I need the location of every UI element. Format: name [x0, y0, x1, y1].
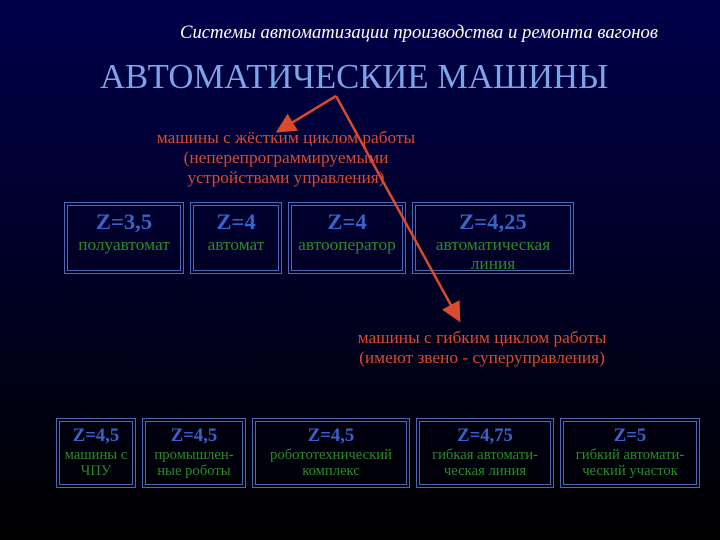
box-row-1: Z=3,5полуавтоматZ=4автоматZ=4автооперато…: [64, 202, 574, 274]
slide-header: Системы автоматизации производства и рем…: [180, 22, 658, 44]
caption-top-line1: машины с жёстким циклом работы: [157, 128, 415, 147]
box-row1-item2: Z=4автооператор: [288, 202, 406, 274]
box-z-value: Z=5: [614, 426, 646, 447]
caption-bottom: машины с гибким циклом работы (имеют зве…: [332, 328, 632, 368]
box-label: гибкий автомати- ческий участок: [576, 447, 685, 479]
box-label: машины с ЧПУ: [60, 447, 132, 479]
box-z-value: Z=4,5: [308, 426, 354, 447]
box-z-value: Z=4: [216, 210, 255, 235]
box-label: полуавтомат: [78, 235, 170, 254]
box-z-value: Z=4: [327, 210, 366, 235]
box-z-value: Z=4,75: [457, 426, 513, 447]
box-row1-item1: Z=4автомат: [190, 202, 282, 274]
box-row2-item4: Z=5гибкий автомати- ческий участок: [560, 418, 700, 488]
box-label: промышлен- ные роботы: [154, 447, 233, 479]
box-z-value: Z=4,5: [73, 426, 119, 447]
box-z-value: Z=3,5: [96, 210, 152, 235]
box-label: робототехнический комплекс: [256, 447, 406, 479]
box-label: автоматическая линия: [416, 235, 570, 273]
box-label: гибкая автомати- ческая линия: [432, 447, 538, 479]
slide-title: АВТОМАТИЧЕСКИЕ МАШИНЫ: [100, 58, 608, 97]
box-row2-item2: Z=4,5робототехнический комплекс: [252, 418, 410, 488]
box-row-2: Z=4,5машины с ЧПУZ=4,5промышлен- ные роб…: [56, 418, 700, 488]
box-z-value: Z=4,5: [171, 426, 217, 447]
arrow-to-top-caption: [280, 96, 336, 130]
box-row2-item1: Z=4,5промышлен- ные роботы: [142, 418, 246, 488]
caption-top-line3: устройствами управления): [187, 168, 384, 187]
box-row2-item0: Z=4,5машины с ЧПУ: [56, 418, 136, 488]
box-z-value: Z=4,25: [459, 210, 527, 235]
box-label: автомат: [208, 235, 265, 254]
box-row1-item3: Z=4,25автоматическая линия: [412, 202, 574, 274]
caption-bottom-line2: (имеют звено - суперуправления): [359, 348, 605, 367]
box-row1-item0: Z=3,5полуавтомат: [64, 202, 184, 274]
box-row2-item3: Z=4,75гибкая автомати- ческая линия: [416, 418, 554, 488]
caption-bottom-line1: машины с гибким циклом работы: [358, 328, 607, 347]
caption-top: машины с жёстким циклом работы (неперепр…: [136, 128, 436, 188]
slide: Системы автоматизации производства и рем…: [0, 0, 720, 540]
box-label: автооператор: [298, 235, 396, 254]
caption-top-line2: (неперепрограммируемыми: [184, 148, 389, 167]
